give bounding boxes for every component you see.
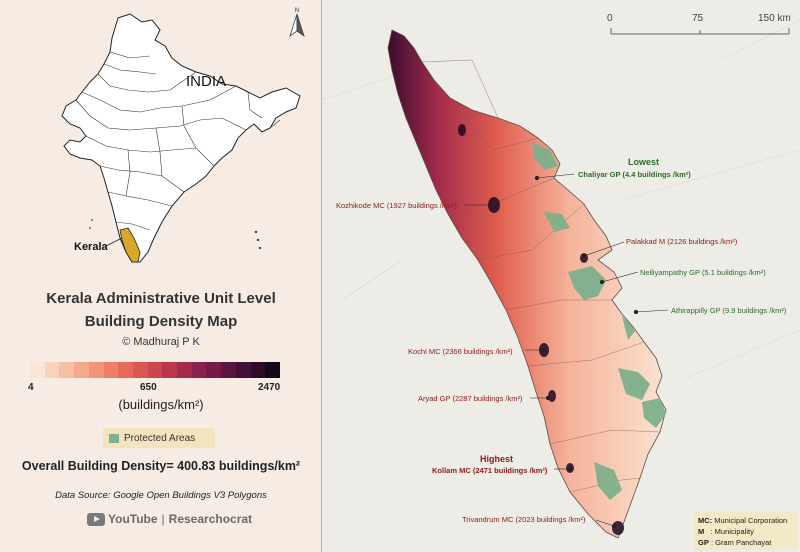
protected-areas-legend: Protected Areas bbox=[103, 428, 215, 448]
kerala-label: Kerala bbox=[74, 241, 109, 253]
legend-color-step bbox=[221, 362, 236, 378]
legend-max-label: 2470 bbox=[258, 382, 281, 393]
label-aryad: Aryad GP (2287 buildings /km²) bbox=[418, 394, 523, 403]
kerala-density-map: 0 75 150 km Lowest Chaliyar GP (4.4 buil… bbox=[322, 0, 800, 552]
data-source: Data Source: Google Open Buildings V3 Po… bbox=[55, 490, 267, 501]
legend-color-step bbox=[235, 362, 251, 378]
legend-units: (buildings/km²) bbox=[118, 397, 204, 412]
legend-min-label: 4 bbox=[28, 382, 34, 393]
abbr-value-m: : Municipality bbox=[710, 527, 754, 536]
kerala-state-shape bbox=[387, 29, 667, 539]
abbr-value-mc: Municipal Corporation bbox=[714, 516, 788, 525]
label-kochi: Kochi MC (2366 buildings /km²) bbox=[408, 347, 513, 356]
protected-areas-label: Protected Areas bbox=[124, 432, 196, 444]
scale-label-150: 150 km bbox=[758, 13, 791, 24]
abbreviation-legend: MC: Municipal Corporation M : Municipali… bbox=[694, 512, 798, 550]
india-inset-map: N INDIA Kerala bbox=[61, 8, 305, 263]
overall-density: Overall Building Density= 400.83 buildin… bbox=[21, 459, 301, 473]
density-legend-bar bbox=[30, 362, 280, 378]
author-credit: © Madhuraj P K bbox=[122, 336, 200, 348]
abbr-key-gp: GP bbox=[698, 538, 709, 547]
scale-bar bbox=[610, 28, 790, 35]
label-kollam: Kollam MC (2471 buildings /km²) bbox=[432, 466, 548, 475]
kerala-map-svg bbox=[322, 19, 800, 539]
legend-color-step bbox=[177, 362, 192, 378]
legend-color-step bbox=[206, 362, 222, 378]
lowest-header: Lowest bbox=[628, 157, 660, 167]
legend-color-step bbox=[191, 362, 207, 378]
legend-color-step bbox=[30, 362, 45, 378]
channel-name: Researchocrat bbox=[168, 512, 253, 526]
legend-color-step bbox=[88, 362, 104, 378]
youtube-icon bbox=[87, 512, 105, 526]
label-athirappilly: Athirappilly GP (9.9 buildings /km²) bbox=[671, 306, 787, 315]
legend-mid-label: 650 bbox=[140, 382, 157, 393]
map-title-line2: Building Density Map bbox=[84, 313, 238, 330]
youtube-label: YouTube bbox=[108, 512, 158, 526]
legend-color-step bbox=[44, 362, 60, 378]
label-trivandrum: Trivandrum MC (2023 buildings /km²) bbox=[462, 515, 586, 524]
legend-color-step bbox=[74, 362, 89, 378]
scale-label-0: 0 bbox=[607, 13, 613, 24]
protected-area-patches bbox=[532, 142, 666, 500]
legend-color-step bbox=[147, 362, 163, 378]
info-panel: N INDIA Kerala Kerala Administrative Uni… bbox=[0, 0, 322, 552]
legend-color-step bbox=[103, 362, 119, 378]
protected-swatch-icon bbox=[109, 433, 119, 443]
legend-color-step bbox=[59, 362, 75, 378]
label-nelliyampathy: Nelliyampathy GP (5.1 buildings /km²) bbox=[640, 268, 766, 277]
india-label: INDIA bbox=[186, 73, 226, 90]
north-arrow-icon: N bbox=[289, 8, 305, 38]
scale-label-75: 75 bbox=[692, 13, 704, 24]
abbr-value-gp: : Gram Panchayat bbox=[710, 538, 772, 547]
branding: YouTube | Researchocrat bbox=[87, 512, 252, 526]
legend-color-step bbox=[265, 362, 280, 378]
legend-color-step bbox=[118, 362, 133, 378]
legend-color-step bbox=[162, 362, 178, 378]
highest-header: Highest bbox=[480, 454, 514, 464]
legend-color-step bbox=[250, 362, 266, 378]
label-palakkad: Palakkad M (2126 buildings /km²) bbox=[626, 237, 738, 246]
label-chaliyar: Chaliyar GP (4.4 buildings /km²) bbox=[578, 170, 691, 179]
label-kozhikode: Kozhikode MC (1927 buildings /km²) bbox=[336, 201, 457, 210]
abbr-key-mc: MC: bbox=[698, 516, 713, 525]
kerala-highlight bbox=[119, 227, 141, 263]
legend-color-step bbox=[132, 362, 148, 378]
svg-text:N: N bbox=[295, 8, 299, 14]
india-outline bbox=[61, 13, 301, 263]
map-title-line1: Kerala Administrative Unit Level bbox=[46, 290, 276, 307]
abbr-key-m: M bbox=[698, 527, 705, 536]
